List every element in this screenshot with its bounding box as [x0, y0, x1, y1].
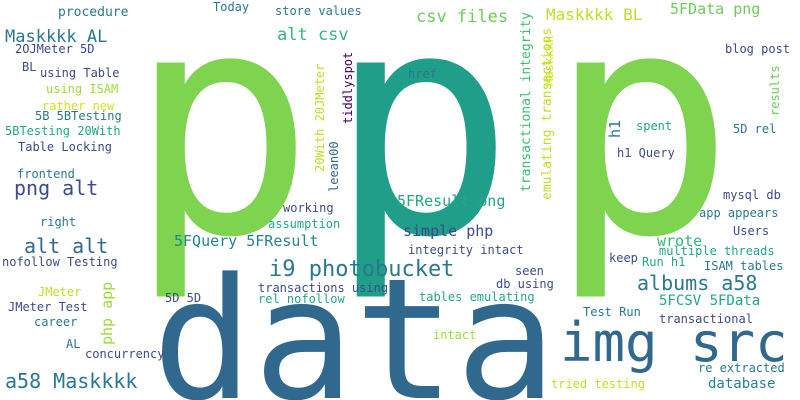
word: 5FCSV 5FData: [659, 293, 760, 309]
word: 5FResult png: [397, 192, 505, 210]
word: right: [40, 215, 76, 229]
word: h1: [606, 120, 624, 138]
word: nofollow Testing: [2, 255, 118, 269]
word: alt csv: [277, 25, 349, 45]
word: rel nofollow: [258, 292, 345, 306]
word: working: [283, 201, 334, 215]
word: procedure: [58, 5, 129, 20]
word: using ISAM: [46, 82, 118, 96]
word: leean00: [327, 141, 341, 192]
word: Run h1: [642, 255, 685, 269]
word: php app: [98, 282, 116, 345]
word: 5BTesting 20With: [5, 124, 121, 138]
word: career: [34, 315, 77, 329]
word: using Table: [40, 66, 119, 80]
word: href: [408, 67, 437, 81]
word: wrote: [657, 232, 702, 250]
word: 5B 5BTesting: [35, 109, 122, 123]
word: Test Run: [583, 305, 641, 319]
word: p: [128, 0, 315, 306]
word: Table Locking: [18, 140, 112, 154]
word: img src: [560, 311, 788, 374]
word: mysql db: [723, 188, 781, 202]
word: spent: [636, 119, 672, 133]
word: 20With 20JMeter: [313, 64, 327, 172]
word: app appears: [699, 206, 778, 220]
word: frontend: [17, 167, 75, 181]
word: store values: [275, 4, 362, 18]
word: Users: [733, 224, 769, 238]
word: JMeter: [38, 285, 81, 299]
word: 5FData png: [670, 0, 760, 18]
word: a58 Maskkkk: [5, 369, 137, 393]
word: multiple threads: [659, 244, 775, 258]
word: csv files: [416, 7, 508, 27]
word: Today: [213, 0, 249, 14]
word: transactional: [659, 312, 753, 326]
word: results: [768, 65, 782, 116]
word: concurrency: [85, 347, 164, 361]
word: 5FQuery 5FResult: [174, 232, 319, 250]
word: i9 photobucket: [269, 257, 454, 282]
word: BL: [22, 60, 36, 74]
word: png alt: [14, 176, 98, 200]
word: transactions using: [258, 281, 388, 295]
word: h1 Query: [617, 146, 675, 160]
word: rather new: [42, 99, 115, 113]
word: ISAM tables: [704, 259, 783, 273]
word: assumption: [268, 217, 340, 231]
word: database: [708, 376, 775, 392]
word: Maskkkk: [542, 35, 556, 86]
word: 5D 5D: [165, 291, 201, 305]
word: tiddlyspot: [341, 52, 355, 124]
word: tried testing: [551, 377, 645, 391]
word: AL: [66, 337, 80, 351]
word: 5D rel: [733, 122, 776, 136]
word: transactional integrity: [519, 12, 534, 192]
word: integrity intact: [408, 243, 524, 257]
word: keep: [609, 251, 638, 265]
word: albums a58: [637, 271, 757, 295]
word: seen: [515, 264, 544, 278]
word: simple php: [403, 222, 493, 240]
word: intact: [433, 328, 476, 342]
word: alt alt: [24, 234, 108, 258]
word: Maskkkk BL: [546, 5, 642, 24]
word: tables emulating: [419, 290, 535, 304]
word: blog post: [725, 42, 790, 56]
word: p: [328, 0, 515, 306]
word: data: [152, 242, 557, 400]
word: Maskkkk AL: [5, 27, 107, 47]
word: 2OJMeter 5D: [15, 42, 94, 56]
word: emulating transactions: [540, 28, 555, 200]
word: JMeter Test: [8, 300, 87, 314]
word: p: [548, 0, 735, 306]
word: re extracted: [698, 361, 785, 375]
word: db using: [496, 277, 554, 291]
